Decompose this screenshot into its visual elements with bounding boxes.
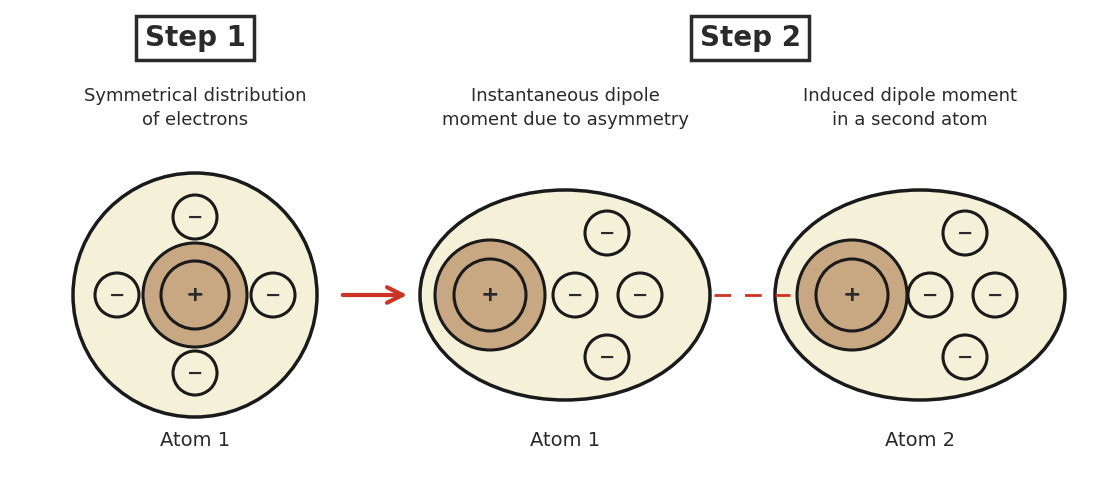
Circle shape [943,211,987,255]
Circle shape [251,273,295,317]
Text: −: − [187,208,203,226]
Text: Step 2: Step 2 [699,24,801,52]
Ellipse shape [775,190,1065,400]
Circle shape [618,273,662,317]
Text: −: − [986,285,1003,305]
Circle shape [143,243,247,347]
Circle shape [73,173,317,417]
Text: −: − [109,285,126,305]
Text: −: − [599,223,615,243]
Circle shape [553,273,597,317]
Ellipse shape [420,190,709,400]
Text: +: + [186,285,205,305]
Circle shape [585,211,629,255]
Text: −: − [265,285,281,305]
Circle shape [173,351,217,395]
Circle shape [95,273,139,317]
Circle shape [797,240,907,350]
Text: −: − [922,285,939,305]
Text: +: + [480,285,499,305]
Text: +: + [843,285,862,305]
Text: Symmetrical distribution
of electrons: Symmetrical distribution of electrons [83,87,306,129]
Circle shape [585,335,629,379]
Circle shape [943,335,987,379]
Text: −: − [599,347,615,367]
Text: Atom 1: Atom 1 [160,430,230,450]
Text: −: − [632,285,648,305]
Text: Atom 1: Atom 1 [530,430,600,450]
Circle shape [454,259,526,331]
Text: Step 1: Step 1 [145,24,246,52]
Circle shape [173,195,217,239]
Circle shape [909,273,952,317]
Text: Atom 2: Atom 2 [885,430,955,450]
Circle shape [973,273,1017,317]
Text: −: − [567,285,583,305]
Text: −: − [956,223,973,243]
Text: −: − [187,364,203,382]
Circle shape [816,259,888,331]
Text: Instantaneous dipole
moment due to asymmetry: Instantaneous dipole moment due to asymm… [441,87,688,129]
Text: −: − [956,347,973,367]
Circle shape [161,261,229,329]
Text: Induced dipole moment
in a second atom: Induced dipole moment in a second atom [803,87,1017,129]
Circle shape [435,240,545,350]
